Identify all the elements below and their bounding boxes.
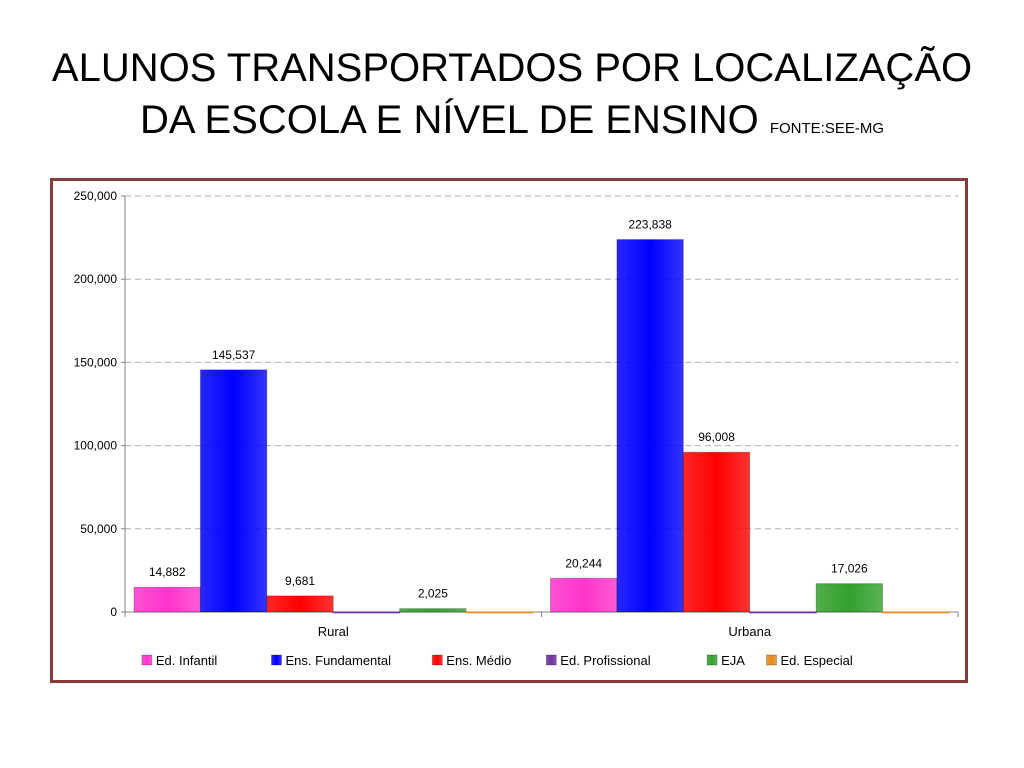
y-tick-label: 100,000 (74, 439, 118, 453)
legend-swatch (766, 654, 777, 666)
data-label: 2,025 (418, 587, 448, 601)
legend-item: Ens. Médio (431, 653, 511, 668)
legend-item: Ed. Especial (766, 653, 853, 668)
data-label: 96,008 (698, 430, 735, 444)
legend-label: EJA (721, 653, 745, 668)
chart-frame: 0 50,000 100,000 150,000 200,000 250,000 Rural… (50, 178, 968, 683)
title-line-2: DA ESCOLA E NÍVEL DE ENSINO (139, 98, 759, 142)
data-label: 223,838 (628, 218, 672, 232)
legend-swatch (141, 654, 153, 666)
bar (616, 239, 684, 613)
slide-title: ALUNOS TRANSPORTADOS POR LOCALIZAÇÃO DA … (0, 42, 1024, 155)
bar (332, 611, 401, 614)
legend-swatch (431, 654, 443, 666)
source-note: FONTE:SEE-MG (769, 120, 885, 137)
legend-swatch (271, 654, 282, 666)
data-label: 20,244 (565, 556, 602, 570)
bar-chart: 0 50,000 100,000 150,000 200,000 250,000 Rural… (74, 189, 959, 668)
data-labels: 14,882 145,537 9,681 2,025 20,244 223,838 96,0… (149, 218, 868, 601)
y-tick-label: 150,000 (74, 355, 118, 369)
legend-item: Ens. Fundamental (271, 653, 392, 668)
y-tick-label: 250,000 (74, 189, 118, 203)
bar (815, 583, 884, 613)
data-label: 17,026 (831, 562, 868, 576)
bar (749, 611, 817, 614)
bars (133, 239, 950, 614)
bar (882, 611, 950, 614)
bar (682, 451, 751, 613)
legend-label: Ed. Especial (781, 653, 853, 668)
data-label: 14,882 (149, 565, 186, 579)
legend: Ed. Infantil Ens. Fundamental Ens. Médio Ed… (141, 653, 853, 668)
legend-swatch (545, 654, 557, 666)
legend-label: Ed. Profissional (560, 653, 650, 668)
bar (550, 577, 618, 613)
legend-label: Ens. Fundamental (286, 653, 392, 668)
y-tick-label: 50,000 (80, 522, 117, 536)
legend-item: EJA (706, 653, 745, 668)
legend-item: Ed. Infantil (141, 653, 218, 668)
y-tick-label: 200,000 (74, 272, 118, 286)
category-label: Urbana (728, 624, 771, 639)
data-label: 9,681 (285, 574, 315, 588)
legend-label: Ed. Infantil (156, 653, 218, 668)
category-label: Rural (318, 624, 349, 639)
data-label: 145,537 (212, 348, 256, 362)
legend-label: Ens. Médio (446, 653, 511, 668)
title-line-2-wrapper: DA ESCOLA E NÍVEL DE ENSINO FONTE:SEE-MG (0, 94, 1024, 155)
gridlines (125, 195, 958, 530)
bar (199, 369, 268, 613)
legend-swatch (706, 654, 718, 666)
legend-item: Ed. Profissional (545, 653, 651, 668)
bar (266, 595, 334, 613)
title-line-1: ALUNOS TRANSPORTADOS POR LOCALIZAÇÃO (51, 46, 973, 90)
bar (133, 586, 201, 613)
bar (399, 608, 467, 613)
bar (465, 611, 534, 614)
y-tick-label: 0 (110, 605, 117, 619)
